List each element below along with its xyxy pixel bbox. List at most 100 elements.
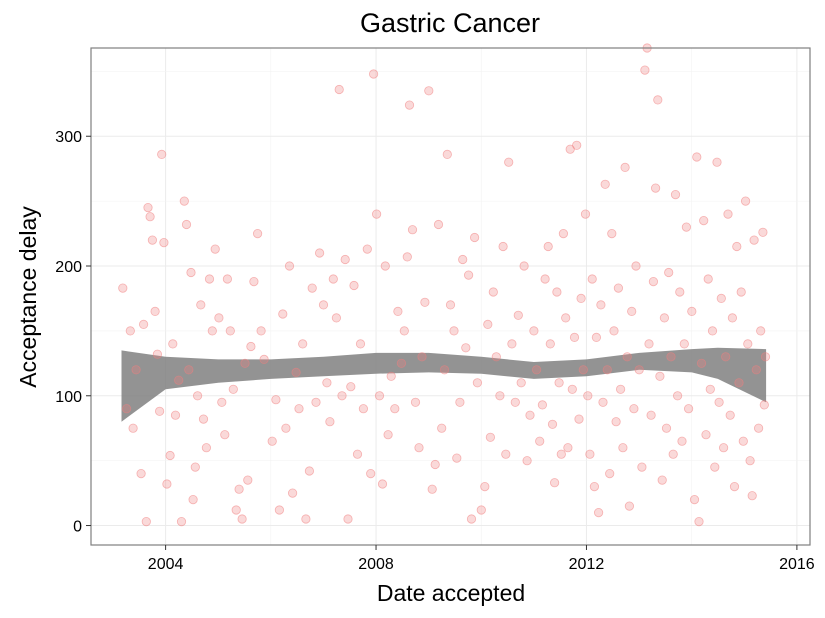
data-point <box>504 157 514 167</box>
data-point <box>402 252 412 262</box>
data-point <box>672 391 683 401</box>
data-point <box>458 254 468 265</box>
data-point <box>291 367 301 377</box>
data-point <box>380 261 390 271</box>
data-point <box>253 229 263 239</box>
data-point <box>383 430 393 440</box>
data-point <box>689 494 700 505</box>
data-point <box>334 84 344 95</box>
data-point <box>627 306 637 316</box>
data-point <box>427 484 437 494</box>
data-point <box>442 149 452 159</box>
y-tick-label: 300 <box>55 129 82 146</box>
data-point <box>281 423 291 433</box>
data-point <box>179 196 189 206</box>
data-point <box>609 326 619 336</box>
data-point <box>246 341 256 352</box>
data-point <box>207 326 217 336</box>
data-point <box>298 339 308 349</box>
data-point <box>307 283 317 293</box>
data-point <box>337 391 347 401</box>
data-point <box>701 430 711 440</box>
data-point <box>721 352 731 362</box>
data-point <box>433 219 444 230</box>
data-point <box>139 319 149 329</box>
data-point <box>463 270 474 280</box>
data-point <box>449 326 459 336</box>
data-point <box>362 244 372 254</box>
data-point <box>756 326 766 336</box>
data-point <box>301 514 311 524</box>
x-axis-title: Date accepted <box>377 580 525 606</box>
data-point <box>274 505 284 515</box>
data-point <box>331 313 341 323</box>
data-point <box>525 410 535 420</box>
data-point <box>304 466 314 476</box>
data-point <box>147 235 157 245</box>
data-point <box>368 69 379 79</box>
data-point <box>749 235 759 245</box>
data-point <box>580 209 591 219</box>
data-point <box>287 488 298 498</box>
data-point <box>657 475 667 485</box>
data-point <box>240 358 250 368</box>
data-point <box>469 232 480 243</box>
data-point <box>712 157 722 167</box>
data-point <box>491 352 501 362</box>
data-point <box>278 309 288 319</box>
data-point <box>152 349 162 359</box>
data-point <box>620 162 630 172</box>
data-point <box>495 391 505 401</box>
data-point <box>318 300 329 310</box>
data-point <box>740 196 751 206</box>
data-point <box>424 86 434 96</box>
data-point <box>267 436 277 446</box>
data-point <box>243 475 253 485</box>
data-point <box>150 306 160 316</box>
data-point <box>543 241 553 252</box>
data-point <box>417 352 427 362</box>
data-point <box>519 261 529 271</box>
data-point <box>572 140 582 150</box>
data-point <box>563 443 573 453</box>
data-point <box>193 391 203 401</box>
data-point <box>393 306 403 316</box>
data-point <box>613 283 624 293</box>
data-point <box>760 352 771 362</box>
data-point <box>644 339 654 349</box>
data-point <box>589 481 600 492</box>
data-point <box>141 516 151 527</box>
data-point <box>170 410 181 420</box>
data-point <box>501 449 511 459</box>
data-point <box>664 267 674 278</box>
data-point <box>228 384 238 394</box>
data-point <box>567 384 577 394</box>
data-point <box>340 254 350 265</box>
data-point <box>374 391 385 401</box>
data-point <box>222 274 232 284</box>
data-point <box>531 365 542 375</box>
data-point <box>399 326 409 336</box>
data-point <box>204 274 215 284</box>
data-point <box>734 378 744 388</box>
data-point <box>461 343 471 353</box>
data-point <box>615 384 626 394</box>
y-axis-title: Acceptance delay <box>15 206 41 388</box>
data-point <box>476 505 486 515</box>
data-point <box>445 300 456 310</box>
data-point <box>201 443 211 453</box>
y-tick-label: 0 <box>73 519 82 536</box>
data-point <box>165 450 175 461</box>
data-point <box>237 514 247 524</box>
data-point <box>430 459 440 470</box>
data-point <box>679 339 689 349</box>
data-point <box>699 216 709 226</box>
data-point <box>174 375 184 385</box>
data-point <box>529 326 539 336</box>
data-point <box>670 190 681 200</box>
data-point <box>159 238 169 248</box>
data-point <box>587 274 597 284</box>
data-point <box>694 516 704 527</box>
data-point <box>472 378 482 388</box>
